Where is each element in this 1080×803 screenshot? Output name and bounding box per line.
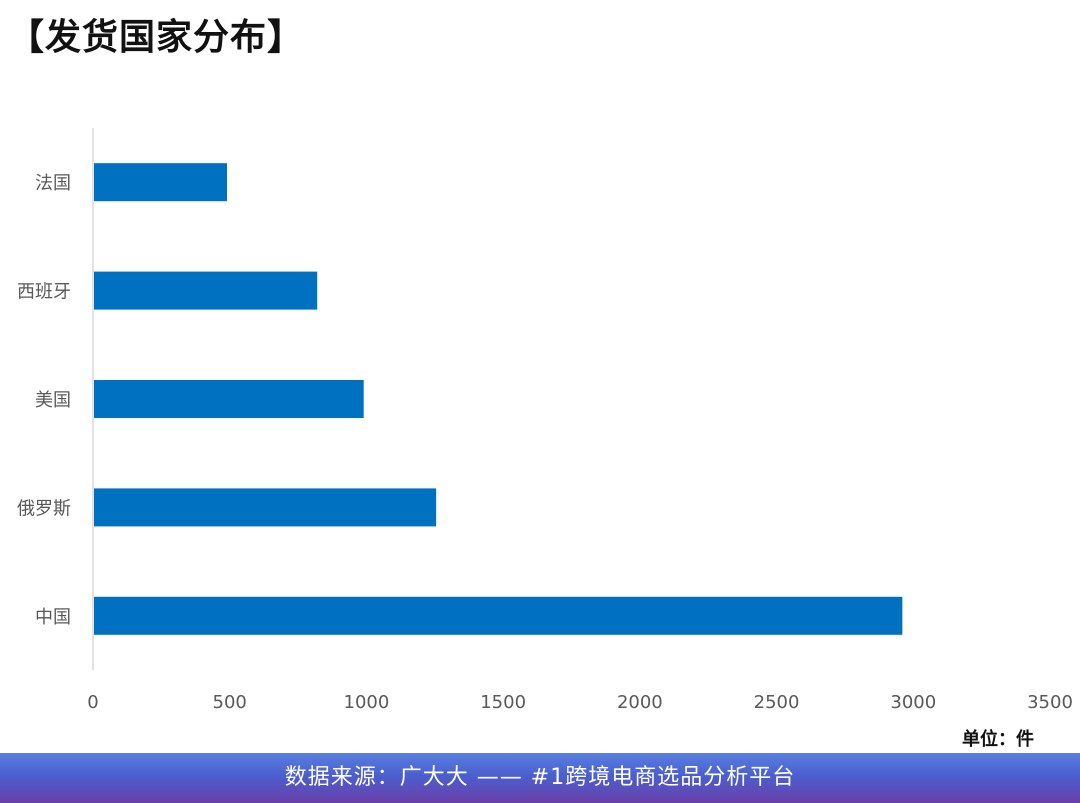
bar-3	[94, 488, 437, 527]
x-tick-label-7: 3500	[1027, 692, 1073, 713]
bar-0	[94, 163, 227, 202]
x-tick-label-2: 1000	[344, 692, 390, 713]
category-label-4: 中国	[35, 607, 71, 628]
category-label-0: 法国	[35, 173, 71, 194]
category-label-2: 美国	[35, 390, 71, 411]
bar-1	[94, 271, 318, 310]
category-label-1: 西班牙	[17, 282, 71, 303]
x-tick-label-4: 2000	[617, 692, 663, 713]
x-tick-label-5: 2500	[754, 692, 800, 713]
x-tick-label-3: 1500	[480, 692, 526, 713]
x-tick-label-6: 3000	[890, 692, 936, 713]
bar-4	[94, 596, 903, 635]
unit-label: 单位：件	[962, 729, 1034, 750]
category-label-3: 俄罗斯	[17, 498, 71, 519]
data-source-footer: 数据来源：广大大 —— #1跨境电商选品分析平台	[0, 753, 1080, 803]
x-tick-label-0: 0	[87, 692, 98, 713]
chart-title: 【发货国家分布】	[8, 17, 305, 58]
bar-2	[94, 380, 364, 418]
x-tick-label-1: 500	[213, 692, 247, 713]
